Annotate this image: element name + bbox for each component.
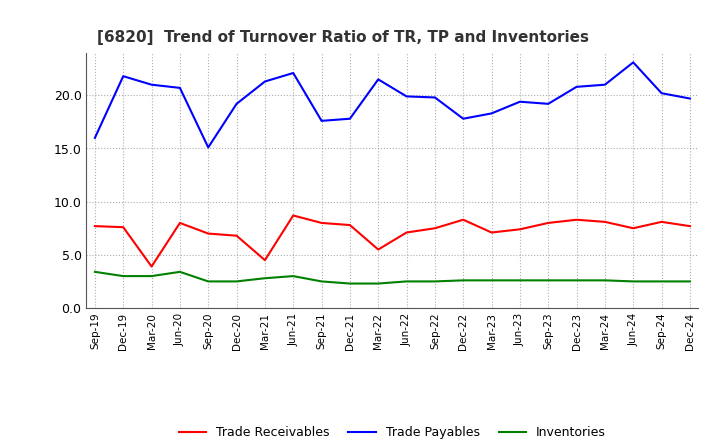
Trade Payables [459,116,467,121]
Inventories [148,273,156,279]
Trade Receivables [261,257,269,263]
Trade Receivables [431,226,439,231]
Trade Payables [402,94,411,99]
Trade Payables [544,101,552,106]
Inventories [657,279,666,284]
Trade Payables [289,70,297,76]
Trade Payables [261,79,269,84]
Trade Payables [148,82,156,87]
Trade Receivables [289,213,297,218]
Trade Payables [346,116,354,121]
Inventories [544,278,552,283]
Inventories [459,278,467,283]
Trade Payables [657,91,666,96]
Trade Payables [516,99,524,104]
Inventories [233,279,241,284]
Inventories [204,279,212,284]
Trade Receivables [685,224,694,229]
Line: Trade Payables: Trade Payables [95,62,690,147]
Inventories [346,281,354,286]
Trade Payables [374,77,382,82]
Trade Receivables [657,219,666,224]
Inventories [261,275,269,281]
Trade Receivables [204,231,212,236]
Trade Payables [318,118,326,124]
Inventories [176,269,184,275]
Trade Receivables [459,217,467,222]
Line: Trade Receivables: Trade Receivables [95,216,690,267]
Inventories [685,279,694,284]
Inventories [629,279,637,284]
Trade Receivables [119,224,127,230]
Trade Receivables [346,223,354,228]
Trade Payables [204,145,212,150]
Trade Receivables [544,220,552,226]
Trade Payables [176,85,184,91]
Inventories [600,278,609,283]
Trade Receivables [516,227,524,232]
Inventories [431,279,439,284]
Trade Receivables [318,220,326,226]
Trade Payables [629,60,637,65]
Trade Receivables [91,224,99,229]
Inventories [374,281,382,286]
Inventories [318,279,326,284]
Trade Payables [572,84,581,89]
Title: [6820]  Trend of Turnover Ratio of TR, TP and Inventories: [6820] Trend of Turnover Ratio of TR, TP… [97,29,590,45]
Line: Inventories: Inventories [95,272,690,283]
Inventories [119,273,127,279]
Trade Payables [685,96,694,101]
Legend: Trade Receivables, Trade Payables, Inventories: Trade Receivables, Trade Payables, Inven… [174,422,611,440]
Trade Receivables [233,233,241,238]
Trade Receivables [629,226,637,231]
Trade Receivables [402,230,411,235]
Inventories [289,273,297,279]
Trade Payables [431,95,439,100]
Trade Payables [91,135,99,140]
Trade Receivables [572,217,581,222]
Trade Payables [119,73,127,79]
Trade Receivables [487,230,496,235]
Trade Receivables [600,219,609,224]
Inventories [91,269,99,275]
Inventories [487,278,496,283]
Trade Receivables [176,220,184,226]
Trade Receivables [374,247,382,252]
Trade Receivables [148,264,156,269]
Inventories [516,278,524,283]
Trade Payables [600,82,609,87]
Trade Payables [487,111,496,116]
Inventories [402,279,411,284]
Trade Payables [233,101,241,106]
Inventories [572,278,581,283]
